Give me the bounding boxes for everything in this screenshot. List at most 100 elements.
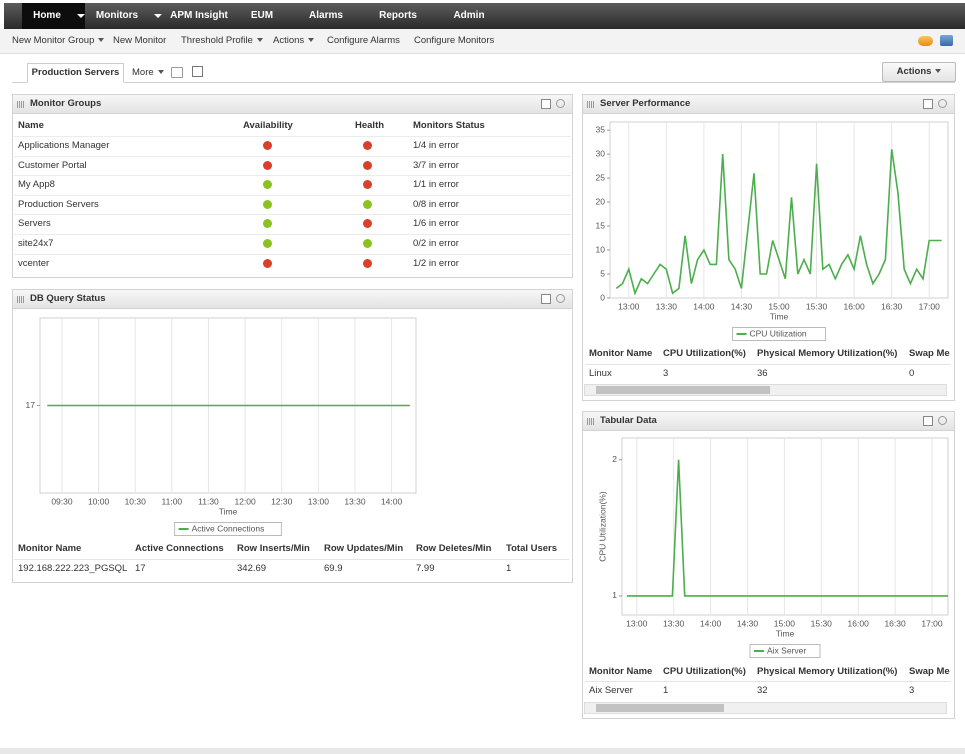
monitors-status[interactable]: 0/8 in error: [413, 198, 459, 210]
nav-item[interactable]: Monitors: [95, 10, 139, 21]
panel-grip-icon: [17, 101, 25, 108]
nav-item[interactable]: Admin: [453, 10, 485, 21]
monitors-status[interactable]: 1/1 in error: [413, 179, 459, 191]
panel-header: [582, 411, 955, 431]
x-tick-label: 15:00: [774, 618, 796, 628]
print-icon[interactable]: [940, 35, 953, 46]
tab-active[interactable]: Production Servers: [27, 63, 124, 83]
y-tick-label: 30: [596, 148, 606, 158]
panel-menu-button[interactable]: [541, 99, 551, 109]
toolbar-item[interactable]: New Monitor: [113, 35, 167, 46]
x-tick-label: 12:00: [234, 496, 256, 506]
legend-box: [732, 327, 826, 341]
table-cell: Linux: [589, 368, 612, 379]
toolbar-item[interactable]: Configure Monitors: [414, 35, 495, 46]
monitors-status[interactable]: 1/2 in error: [413, 257, 459, 269]
row-divider: [14, 194, 571, 196]
group-name[interactable]: Production Servers: [18, 198, 99, 210]
open-icon[interactable]: [192, 66, 203, 77]
group-name[interactable]: Applications Manager: [18, 140, 110, 151]
panel-title: Tabular Data: [600, 415, 657, 426]
group-name[interactable]: Customer Portal: [18, 159, 87, 171]
toolbar-bg: [0, 29, 965, 54]
panel-refresh-button[interactable]: [938, 416, 947, 425]
table-header: Name: [18, 120, 44, 131]
panel-menu-button[interactable]: [541, 294, 551, 304]
group-name[interactable]: site24x7: [18, 238, 54, 249]
table-cell: 3: [663, 368, 669, 379]
series-line: [626, 459, 948, 597]
x-tick-label: 09:30: [51, 496, 73, 506]
nav-item[interactable]: Home: [33, 10, 61, 21]
row-divider: [14, 155, 571, 157]
availability-dot: [263, 258, 272, 268]
nav-item[interactable]: APM Insight: [170, 10, 228, 21]
table-cell: 7.99: [416, 563, 435, 574]
toolbar-item[interactable]: Configure Alarms: [327, 35, 400, 46]
tab-more[interactable]: More: [132, 66, 164, 80]
table-cell: 0: [909, 368, 915, 379]
availability-dot: [263, 180, 272, 190]
x-tick-label: 11:00: [162, 496, 183, 506]
x-axis-label: Time: [219, 506, 238, 516]
availability-dot: [263, 141, 272, 150]
availability-dot: [263, 219, 272, 229]
plot-area: [621, 437, 949, 616]
table-header: Availability: [243, 120, 293, 131]
scrollbar-thumb[interactable]: [596, 386, 770, 394]
table-header: Physical Memory Utilization(%): [757, 348, 898, 359]
row-divider: [14, 253, 571, 255]
panel-refresh-button[interactable]: [556, 294, 565, 303]
tab-line: [12, 82, 955, 83]
group-name[interactable]: Servers: [18, 218, 51, 230]
panel-refresh-button[interactable]: [938, 99, 947, 108]
x-tick-label: 13:30: [663, 618, 685, 628]
row-divider: [14, 214, 571, 216]
nav-item[interactable]: Alarms: [309, 10, 343, 21]
health-dot: [363, 258, 372, 268]
legend-label: CPU Utilization: [750, 328, 807, 338]
x-tick-label: 14:00: [700, 618, 722, 628]
monitors-status[interactable]: 1/6 in error: [413, 218, 459, 230]
x-tick-label: 15:30: [811, 618, 833, 628]
x-tick-label: 13:00: [618, 301, 640, 311]
panel-menu-button[interactable]: [923, 416, 933, 426]
group-name[interactable]: My App8: [18, 179, 55, 191]
panel-refresh-button[interactable]: [556, 99, 565, 108]
y-tick-label: 20: [596, 196, 606, 206]
availability-dot: [263, 239, 272, 248]
toolbar-item[interactable]: New Monitor Group: [12, 34, 104, 48]
monitors-status[interactable]: 0/2 in error: [413, 238, 459, 249]
nav-item[interactable]: EUM: [250, 10, 274, 21]
panel-title: Server Performance: [600, 98, 691, 109]
table-header: CPU Utilization(%): [663, 666, 746, 677]
table-cell: 36: [757, 368, 768, 379]
y-tick-label: 10: [596, 244, 606, 254]
nav-item[interactable]: Reports: [379, 10, 417, 21]
row-divider: [14, 175, 571, 177]
panel-header: [12, 94, 573, 114]
monitors-status[interactable]: 3/7 in error: [413, 159, 459, 171]
table-header: Monitor Name: [589, 666, 653, 677]
x-tick-label: 14:30: [731, 301, 753, 311]
actions-button[interactable]: Actions: [882, 62, 956, 82]
health-dot: [363, 141, 372, 150]
edit-icon[interactable]: [171, 67, 183, 78]
panel-menu-button[interactable]: [923, 99, 933, 109]
group-name[interactable]: vcenter: [18, 257, 50, 269]
x-tick-label: 15:30: [806, 301, 828, 311]
y-tick-label: 1: [612, 590, 617, 600]
monitors-status[interactable]: 1/4 in error: [413, 140, 459, 151]
panel-title: Monitor Groups: [30, 98, 102, 109]
status-icon[interactable]: [918, 36, 933, 46]
toolbar-item[interactable]: Threshold Profile: [181, 34, 263, 48]
table-header: Health: [355, 120, 385, 131]
x-tick-label: 16:00: [843, 301, 865, 311]
y-tick-label: 0: [600, 292, 605, 302]
toolbar-item[interactable]: Actions: [273, 34, 314, 48]
x-tick-label: 13:00: [626, 618, 648, 628]
scrollbar-thumb[interactable]: [596, 704, 724, 712]
table-header: Physical Memory Utilization(%): [757, 666, 898, 677]
table-header: Monitors Status: [413, 120, 485, 131]
x-tick-label: 16:30: [881, 301, 903, 311]
